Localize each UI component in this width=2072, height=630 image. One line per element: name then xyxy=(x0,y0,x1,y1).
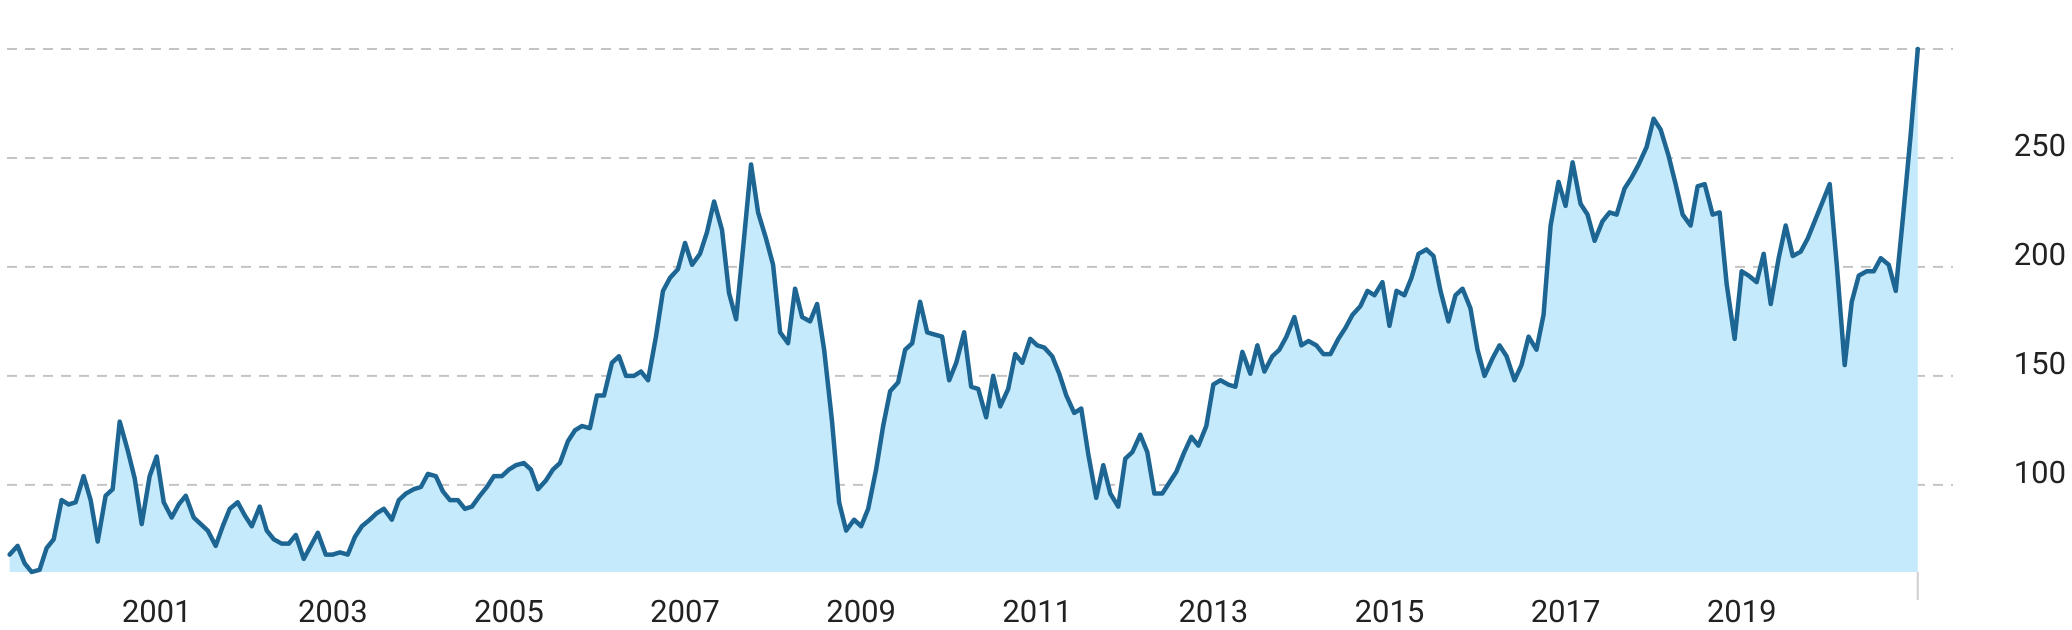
y-tick-label: 200 xyxy=(2014,236,2066,273)
x-tick-label: 2013 xyxy=(1178,593,1248,630)
x-tick-label: 2005 xyxy=(474,593,544,630)
y-tick-label: 100 xyxy=(2014,454,2066,491)
x-tick-label: 2017 xyxy=(1531,593,1601,630)
x-tick-label: 2007 xyxy=(650,593,720,630)
x-tick-label: 2009 xyxy=(826,593,896,630)
y-tick-label: 150 xyxy=(2014,345,2066,382)
x-tick-label: 2003 xyxy=(298,593,368,630)
line xyxy=(7,46,1921,575)
x-tick-label: 2011 xyxy=(1002,593,1072,630)
x-tick-label: 2001 xyxy=(122,593,192,630)
x-tick-label: 2015 xyxy=(1355,593,1425,630)
y-tick-label: 250 xyxy=(2014,127,2066,164)
x-tick-label: 2019 xyxy=(1707,593,1777,630)
area xyxy=(9,49,1918,572)
